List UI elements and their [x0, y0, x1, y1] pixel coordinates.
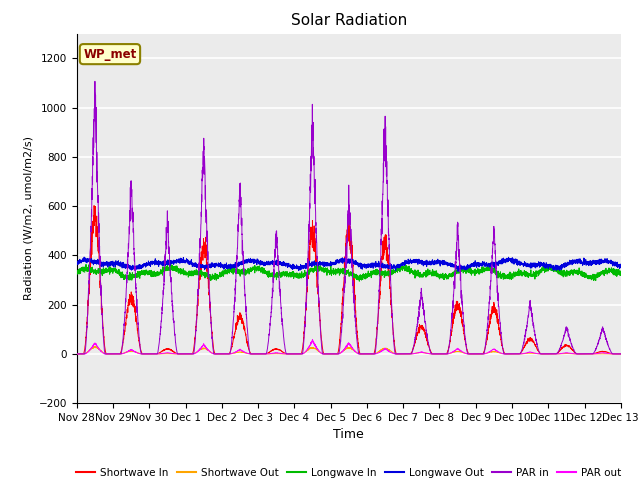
- Title: Solar Radiation: Solar Radiation: [291, 13, 407, 28]
- Y-axis label: Radiation (W/m2, umol/m2/s): Radiation (W/m2, umol/m2/s): [23, 136, 33, 300]
- X-axis label: Time: Time: [333, 429, 364, 442]
- Legend: Shortwave In, Shortwave Out, Longwave In, Longwave Out, PAR in, PAR out: Shortwave In, Shortwave Out, Longwave In…: [72, 464, 625, 480]
- Text: WP_met: WP_met: [83, 48, 136, 60]
